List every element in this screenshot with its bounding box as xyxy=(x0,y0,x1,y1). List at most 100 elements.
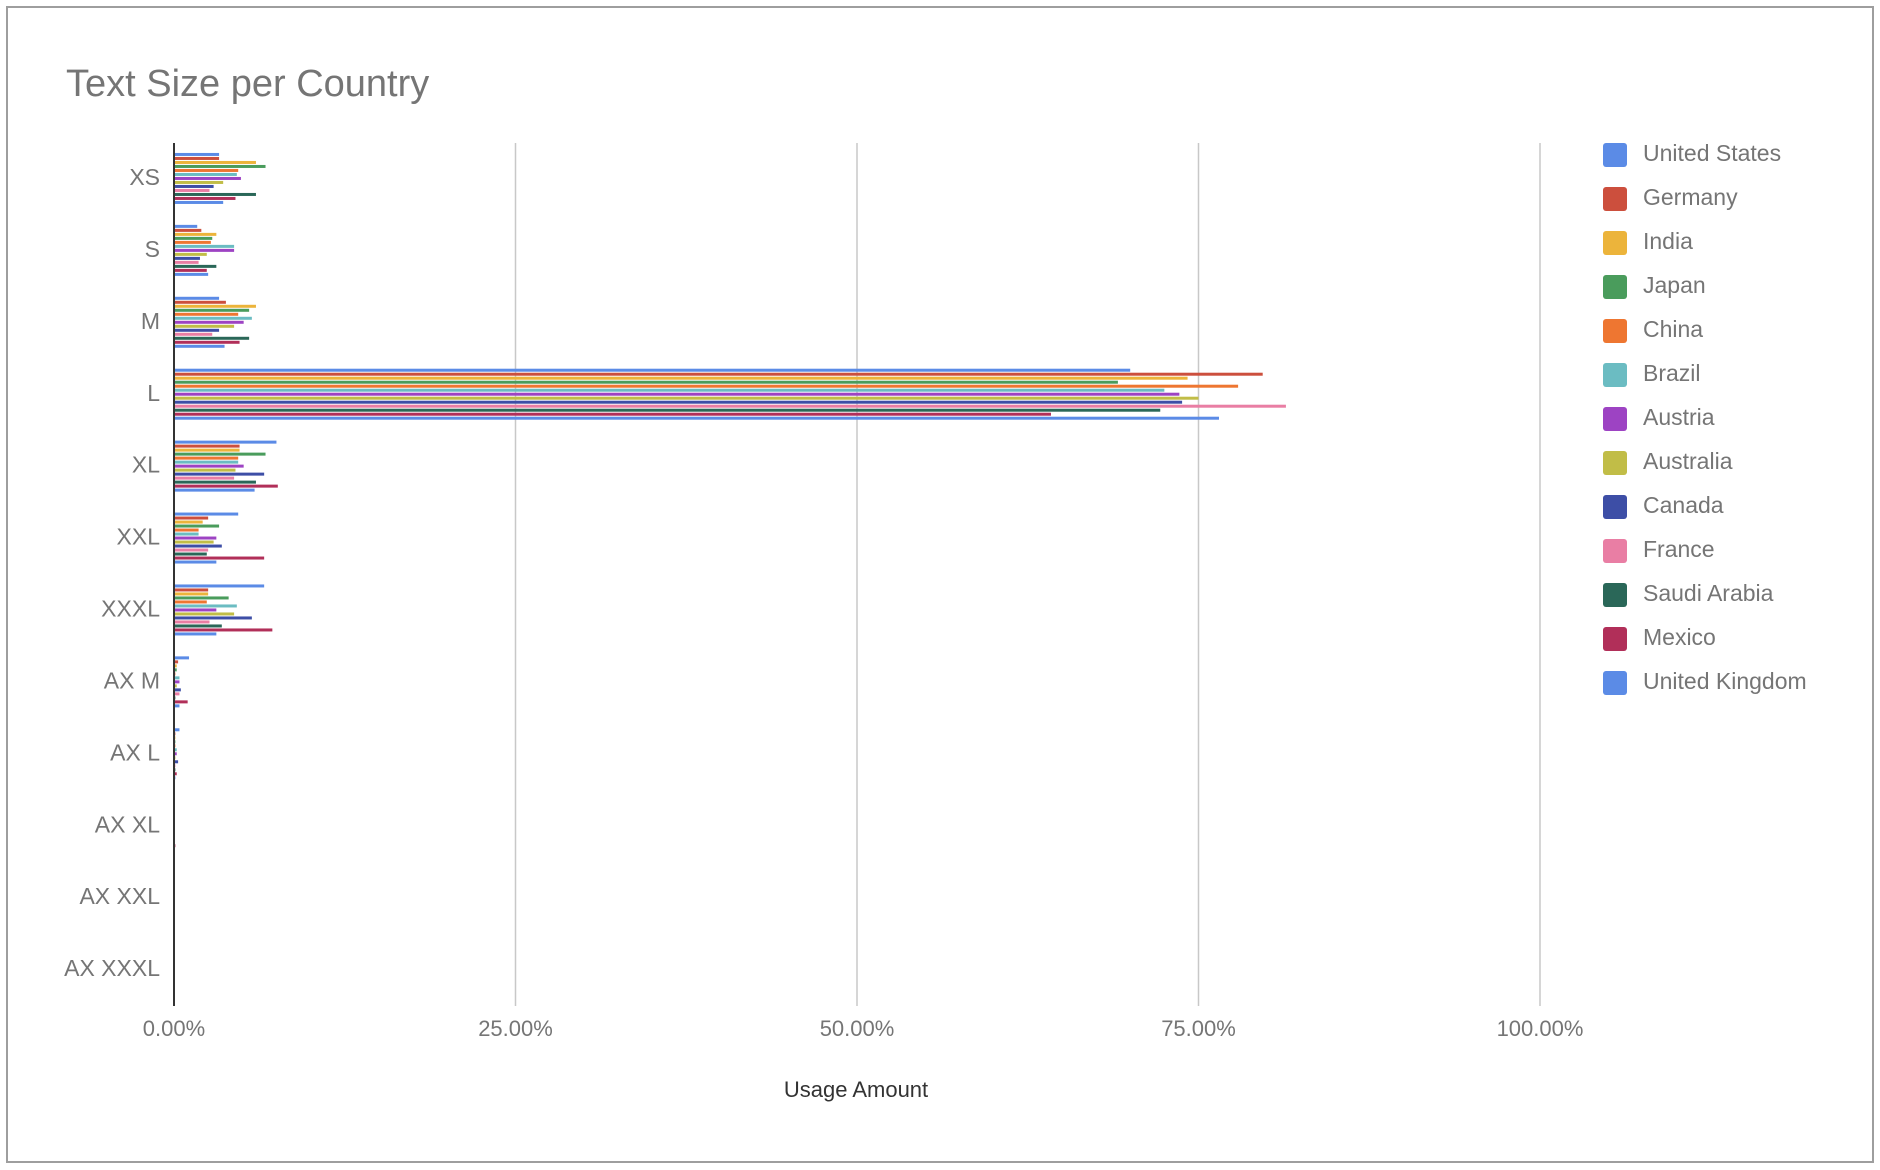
legend-swatch xyxy=(1603,451,1627,475)
bar xyxy=(174,748,177,752)
bar xyxy=(174,556,265,560)
x-axis-title: Usage Amount xyxy=(784,1077,928,1102)
legend-swatch xyxy=(1603,363,1627,387)
bar xyxy=(174,684,177,688)
bar xyxy=(174,180,224,184)
y-tick-label: AX XXXL xyxy=(64,955,160,981)
bar xyxy=(174,308,250,312)
bar xyxy=(174,604,237,608)
legend-swatch xyxy=(1603,495,1627,519)
y-tick-label: AX M xyxy=(104,667,160,693)
bar xyxy=(174,616,252,620)
bar xyxy=(174,444,240,448)
x-tick-label: 0.00% xyxy=(143,1016,205,1041)
bar xyxy=(174,628,273,632)
bar xyxy=(174,416,1219,420)
bar xyxy=(174,168,239,172)
legend-swatch xyxy=(1603,407,1627,431)
legend-label: China xyxy=(1643,316,1703,342)
legend-label: Brazil xyxy=(1643,360,1701,386)
chart-title: Text Size per Country xyxy=(66,63,429,105)
legend-label: Austria xyxy=(1643,404,1715,430)
y-tick-label: XXL xyxy=(117,524,161,550)
legend-label: France xyxy=(1643,536,1715,562)
bar xyxy=(174,368,1131,372)
bar xyxy=(174,700,188,704)
bar xyxy=(174,272,209,276)
legend-label: India xyxy=(1643,228,1693,254)
bar xyxy=(174,296,220,300)
bar xyxy=(174,300,226,304)
bar xyxy=(174,464,244,468)
x-tick-label: 50.00% xyxy=(820,1016,895,1041)
bar xyxy=(174,192,256,196)
bar xyxy=(174,592,209,596)
bar xyxy=(174,588,209,592)
bar xyxy=(174,632,217,636)
bar xyxy=(174,528,199,532)
bar xyxy=(174,268,207,272)
bar xyxy=(174,656,190,660)
bar xyxy=(174,384,1239,388)
bar xyxy=(174,480,256,484)
y-tick-label: XS xyxy=(129,164,160,190)
bar xyxy=(174,668,177,672)
y-tick-label: XL xyxy=(132,452,160,478)
bar xyxy=(174,328,220,332)
bar xyxy=(174,380,1118,384)
frame xyxy=(6,6,1874,1163)
bar xyxy=(174,544,222,548)
bar xyxy=(174,484,278,488)
legend-label: Australia xyxy=(1643,448,1733,474)
bar xyxy=(174,332,213,336)
bar xyxy=(174,548,209,552)
legend-swatch xyxy=(1603,187,1627,211)
bar xyxy=(174,152,220,156)
bar xyxy=(174,304,256,308)
legend-label: Germany xyxy=(1643,184,1738,210)
bar xyxy=(174,396,1199,400)
bar xyxy=(174,400,1183,404)
y-tick-label: L xyxy=(147,380,160,406)
bar xyxy=(174,540,214,544)
bar xyxy=(174,488,255,492)
bar xyxy=(174,244,235,248)
x-tick-label: 100.00% xyxy=(1497,1016,1584,1041)
bar xyxy=(174,448,240,452)
bar xyxy=(174,392,1180,396)
bar xyxy=(174,196,236,200)
y-tick-label: XXXL xyxy=(101,596,160,622)
bar xyxy=(174,600,207,604)
bar xyxy=(174,236,213,240)
bar xyxy=(174,320,244,324)
bar xyxy=(174,688,181,692)
legend-label: United Kingdom xyxy=(1643,668,1807,694)
bar xyxy=(174,224,198,228)
legend-label: Saudi Arabia xyxy=(1643,580,1774,606)
bar xyxy=(174,456,239,460)
bar xyxy=(174,228,202,232)
bar xyxy=(174,704,180,708)
bar xyxy=(174,260,199,264)
bar xyxy=(174,460,239,464)
bar xyxy=(174,312,239,316)
bar xyxy=(174,200,224,204)
bar xyxy=(174,376,1188,380)
bar xyxy=(174,596,229,600)
bar xyxy=(174,472,265,476)
x-tick-label: 75.00% xyxy=(1161,1016,1236,1041)
y-tick-label: AX XXL xyxy=(79,883,160,909)
bar xyxy=(174,680,180,684)
bar xyxy=(174,772,177,776)
bar xyxy=(174,584,265,588)
bar xyxy=(174,164,266,168)
legend-label: Canada xyxy=(1643,492,1724,518)
bar xyxy=(174,408,1161,412)
legend-label: Japan xyxy=(1643,272,1706,298)
bar xyxy=(174,560,217,564)
legend-swatch xyxy=(1603,231,1627,255)
legend-swatch xyxy=(1603,275,1627,299)
bar xyxy=(174,620,210,624)
y-tick-label: S xyxy=(145,236,160,262)
